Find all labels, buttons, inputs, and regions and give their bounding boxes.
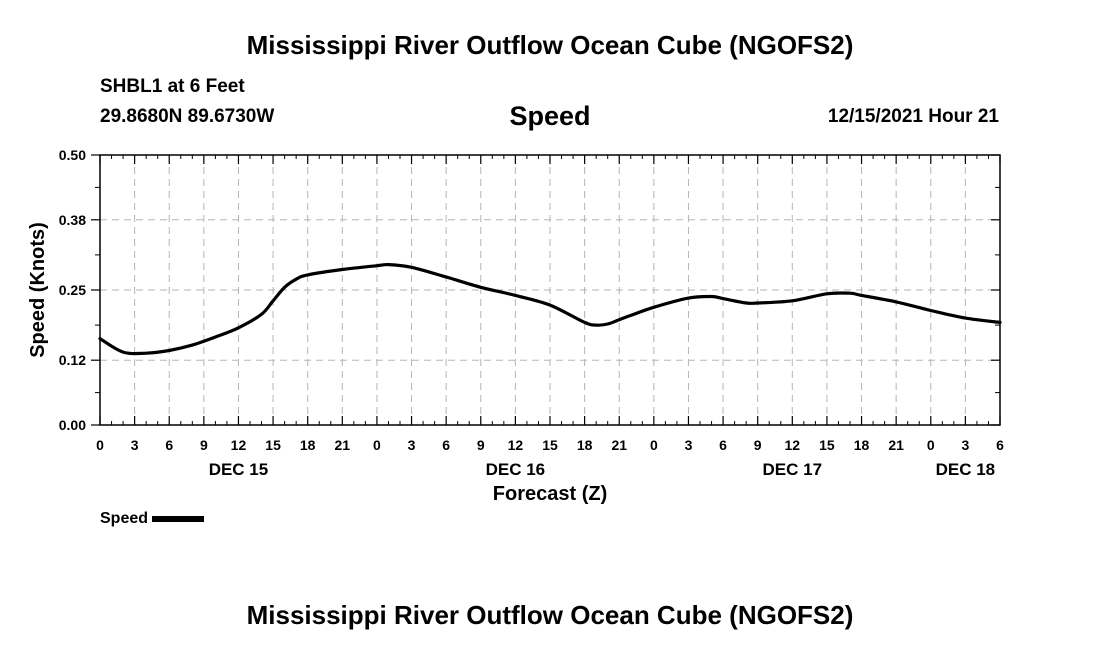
x-tick-label: 6 [996,437,1004,453]
x-tick-label: 9 [477,437,485,453]
footer-title: Mississippi River Outflow Ocean Cube (NG… [246,600,854,630]
legend-label: Speed [100,510,149,527]
x-tick-label: 15 [265,437,281,453]
x-tick-label: 15 [819,437,835,453]
axis-ticks [91,154,1001,426]
x-tick-label: 3 [131,437,139,453]
date-labels: DEC 15 DEC 16 DEC 17 DEC 18 [209,460,995,479]
x-tick-label: 21 [611,437,627,453]
date-label: DEC 16 [486,460,546,479]
x-tick-label: 6 [165,437,173,453]
x-tick-label: 12 [508,437,524,453]
station-label: SHBL1 at 6 Feet [100,76,245,97]
y-tick-labels: 0.00 0.12 0.25 0.38 0.50 [59,147,86,433]
x-tick-label: 9 [200,437,208,453]
page-title: Mississippi River Outflow Ocean Cube (NG… [246,30,854,60]
date-label: DEC 15 [209,460,269,479]
x-tick-label: 6 [719,437,727,453]
x-tick-label: 18 [577,437,593,453]
x-tick-label: 12 [231,437,247,453]
x-tick-label: 18 [854,437,870,453]
x-tick-label: 18 [300,437,316,453]
x-tick-label: 15 [542,437,558,453]
x-tick-label: 21 [335,437,351,453]
x-tick-label: 3 [961,437,969,453]
x-tick-label: 0 [373,437,381,453]
x-tick-label: 3 [408,437,416,453]
date-label: DEC 17 [763,460,823,479]
x-tick-label: 6 [442,437,450,453]
grid-lines [100,155,1000,425]
timestamp-label: 12/15/2021 Hour 21 [827,106,999,127]
y-tick-label: 0.12 [59,352,86,368]
date-label: DEC 18 [936,460,996,479]
x-axis-label: Forecast (Z) [493,483,607,505]
y-axis-label: Speed (Knots) [27,222,49,358]
x-tick-label: 3 [685,437,693,453]
x-tick-label: 9 [754,437,762,453]
x-tick-labels: 0 3 6 9 12 15 18 21 0 3 6 9 12 15 18 21 0 3 6 9 12 15 18 21 0 3 6 [96,437,1004,453]
x-tick-label: 0 [927,437,935,453]
y-tick-label: 0.00 [59,417,86,433]
y-tick-label: 0.50 [59,147,86,163]
speed-series-line [98,262,1002,356]
x-tick-label: 21 [888,437,904,453]
legend-swatch [152,515,205,522]
legend: Speed [100,510,205,528]
x-tick-label: 0 [650,437,658,453]
chart-title: Speed [509,101,591,131]
y-tick-label: 0.25 [59,282,86,298]
x-tick-label: 0 [96,437,104,453]
coordinates-label: 29.8680N 89.6730W [100,106,275,127]
y-tick-label: 0.38 [59,212,86,228]
x-tick-label: 12 [785,437,801,453]
